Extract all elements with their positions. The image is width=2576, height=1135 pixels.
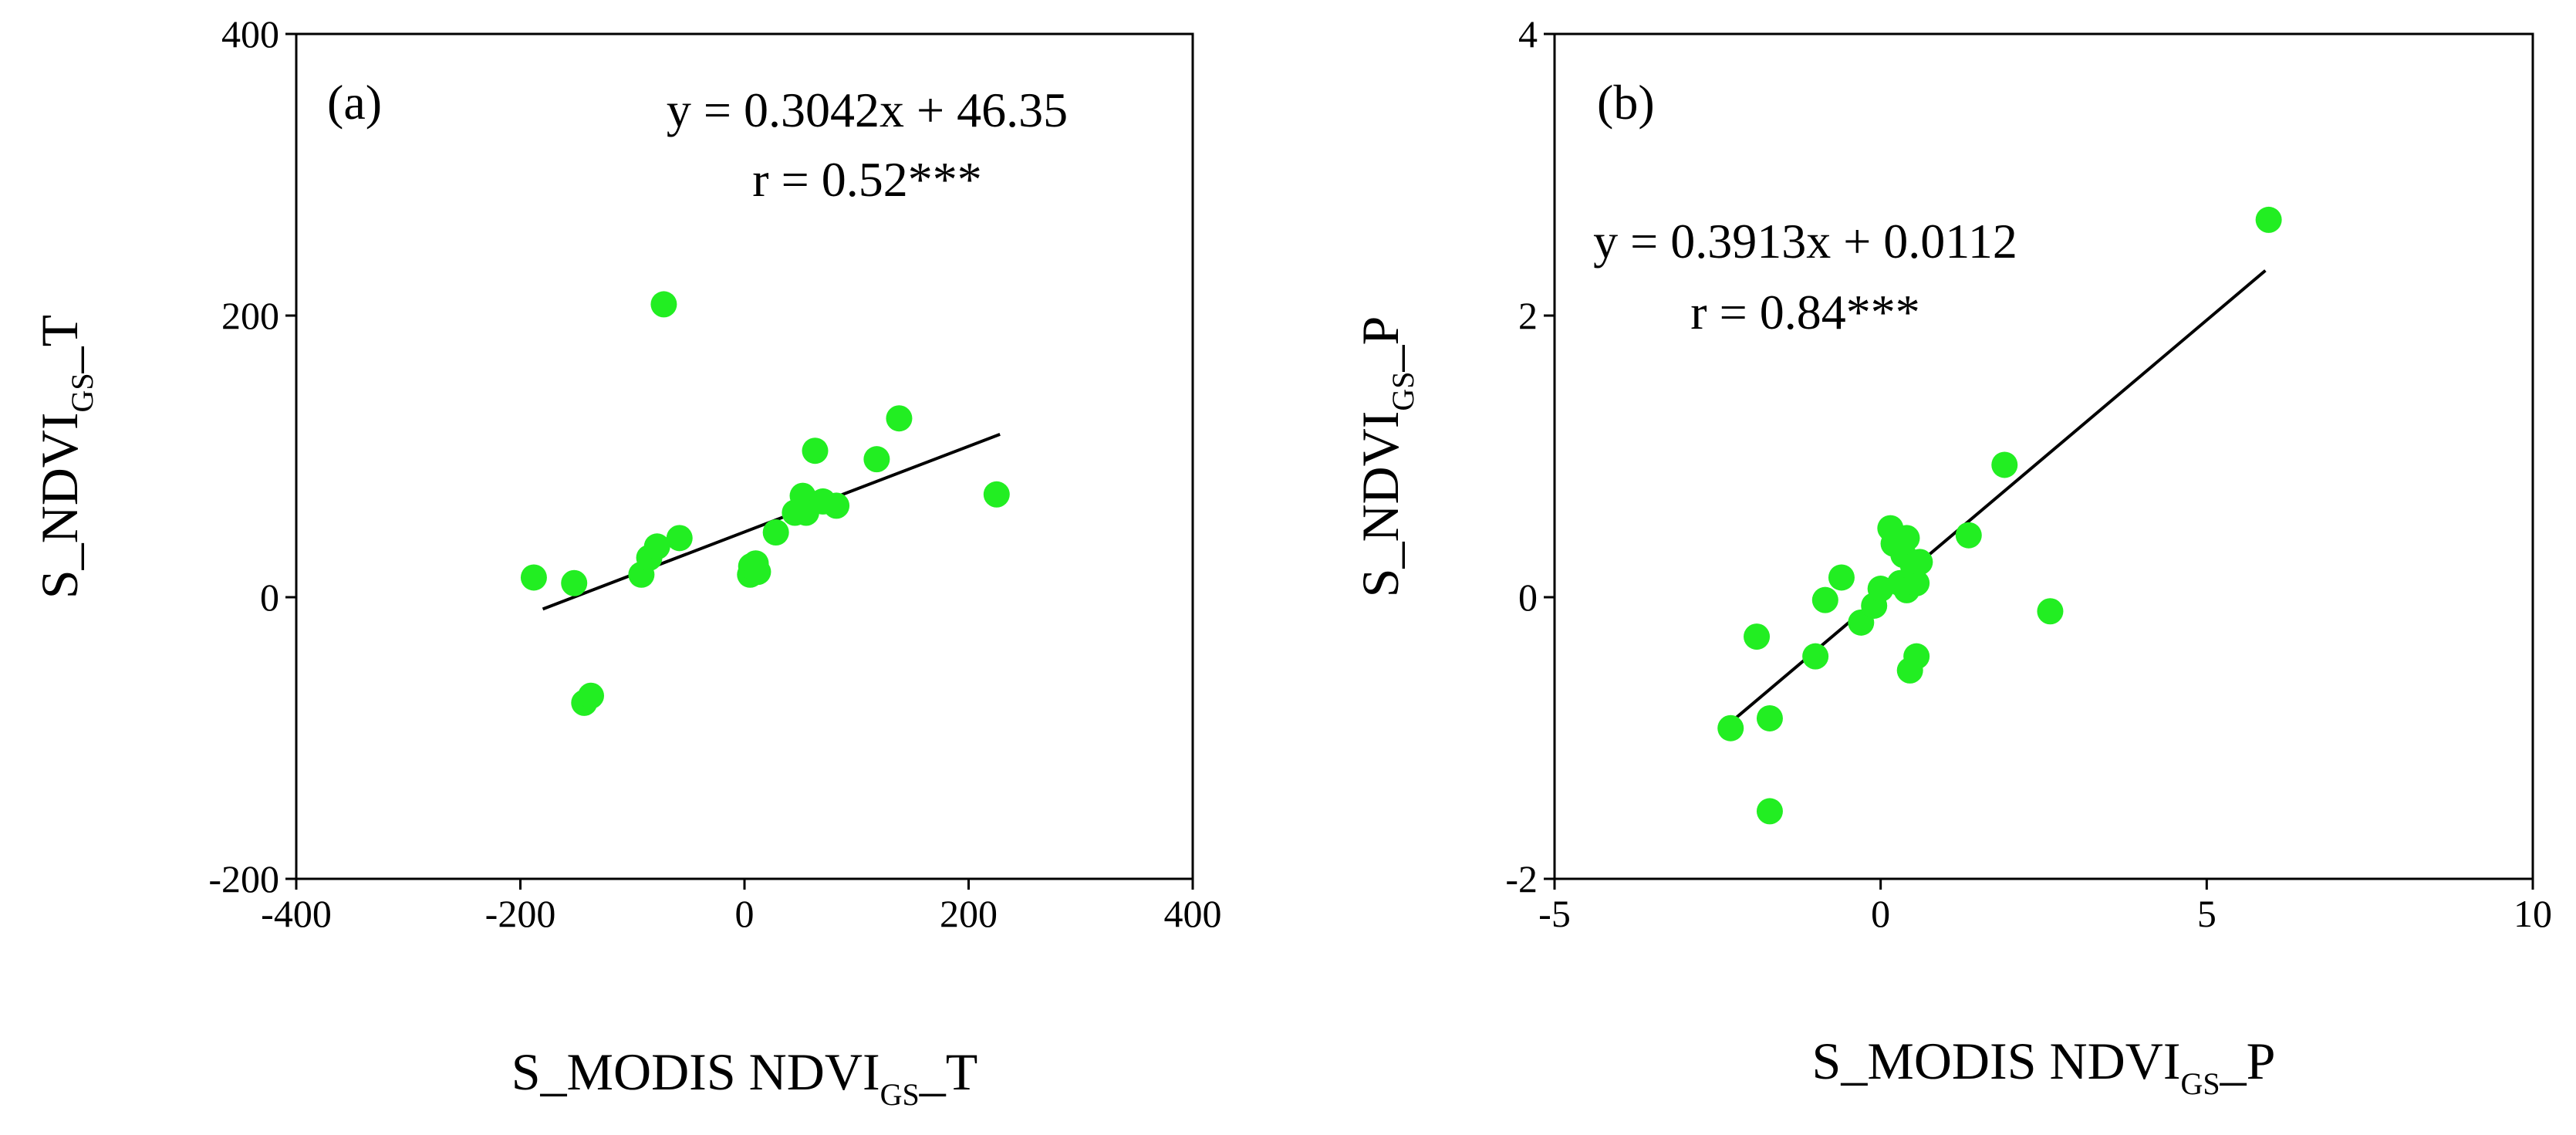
panel-b-x-tick-label: 5 [2197,892,2216,935]
panel-a-equation: y = 0.3042x + 46.35 [667,83,1068,137]
panel-b-x-tick-label: -5 [1538,892,1571,935]
panel-a-data-point [802,437,829,464]
panel-a-x-tick-label: 0 [735,892,755,935]
panel-b-data-point [1802,643,1829,670]
panel-b-y-title-sub: GS [1386,371,1420,410]
panel-b-data-point [1744,623,1771,650]
panel-a-y-axis-title: S_NDVIGS_T [30,315,100,599]
panel-a-data-point [863,446,890,473]
panel-a-y-title-sub: GS [65,373,100,412]
panel-b-data-point [1893,525,1920,552]
panel-a-y-title-main: S_NDVI [30,412,89,599]
panel-b-x-tick-label: 10 [2514,892,2552,935]
panel-a-x-title-main: S_MODIS NDVI [511,1042,880,1101]
panel-b-y-title-main: S_NDVI [1351,411,1410,598]
panel-a-data-point [983,481,1010,508]
panel-a-plot-area [295,32,1194,880]
panel-a-label: (a) [327,75,382,130]
panel-a-data-point [762,519,789,546]
panel-b-y-tick-label: 0 [1518,576,1538,619]
panel-a-r-value: r = 0.52*** [752,152,981,207]
panel-a-x-title-suffix: _T [919,1042,978,1101]
panel-b-x-tick-label: 0 [1871,892,1890,935]
panel-b-r-value: r = 0.84*** [1690,285,1919,339]
panel-b-data-point [1756,704,1783,731]
panel-b-equation: y = 0.3913x + 0.0112 [1593,214,2017,269]
panel-b-data-point [2037,598,2064,625]
panel-a-data-point [650,291,677,318]
panel-b-y-title-suffix: _P [1351,316,1410,373]
panel-b-label: (b) [1597,75,1655,130]
panel-b-data-point [1903,569,1930,596]
panel-a-x-title-sub: GS [880,1077,920,1112]
panel-a-y-tick-label: 200 [221,294,279,337]
panel-a-x-axis-title: S_MODIS NDVIGS_T [511,1042,978,1112]
panel-a-x-tick-label: -400 [261,892,332,935]
panel-b-x-title-sub: GS [2180,1066,2220,1101]
panel-a-data-point [520,564,547,591]
panel-b-data-point [1903,643,1930,670]
panel-a: (a) y = 0.3042x + 46.35 r = 0.52*** S_MO… [30,12,1222,1112]
panel-b-x-title-main: S_MODIS NDVI [1812,1032,2181,1090]
panel-b-y-tick-label: 2 [1518,294,1538,337]
panel-a-y-title-suffix: _T [30,315,89,374]
panel-b-y-tick-label: 4 [1518,12,1538,56]
panel-a-data-point [561,569,588,596]
panel-b-x-axis-title: S_MODIS NDVIGS_P [1812,1032,2276,1101]
panel-a-data-point [578,682,605,709]
panel-a-data-point [886,405,913,432]
panel-a-data-point [643,533,670,560]
panel-b-data-point [1756,798,1783,825]
panel-b-data-point [1991,451,2018,478]
panel-b-data-point [1828,564,1855,591]
panel-a-data-point [744,559,771,586]
panel-b-plot-area [1553,32,2534,880]
panel-a-data-point [823,492,850,519]
panel-b: (b) y = 0.3913x + 0.0112 r = 0.84*** S_M… [1351,12,2552,1101]
panel-b-y-tick-label: -2 [1505,857,1538,900]
panel-a-x-tick-label: 400 [1164,892,1222,935]
panel-b-data-point [1955,522,1982,549]
panel-b-y-axis-title: S_NDVIGS_P [1351,316,1420,598]
panel-b-data-point [1906,549,1933,576]
panel-b-data-point [2255,206,2282,233]
panel-a-x-tick-label: -200 [485,892,556,935]
panel-b-data-point [1811,586,1838,613]
panel-a-y-tick-label: 0 [260,576,279,619]
panel-a-y-tick-label: -200 [208,857,279,900]
panel-a-y-tick-label: 400 [221,12,279,56]
panel-a-data-point [666,525,693,552]
panel-b-x-title-suffix: _P [2220,1032,2276,1090]
panel-b-data-point [1717,714,1744,741]
panel-a-x-tick-label: 200 [940,892,998,935]
